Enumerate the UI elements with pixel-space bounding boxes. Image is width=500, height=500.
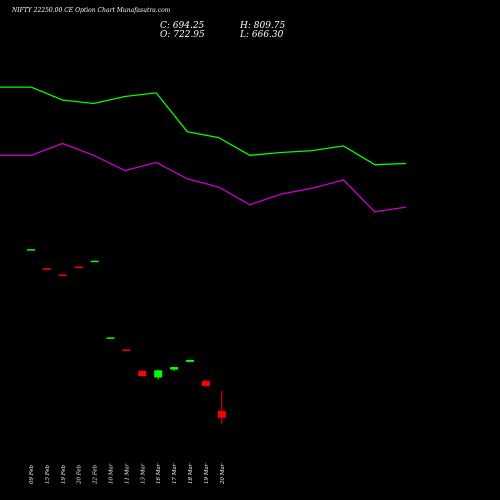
candle-17-mar bbox=[170, 366, 179, 372]
x-tick-label: 22 Feb bbox=[93, 464, 99, 485]
x-tick-label: 19 Feb bbox=[61, 464, 67, 484]
candle-19-feb bbox=[58, 274, 67, 277]
close-value: C: 694.25 bbox=[160, 21, 205, 31]
x-tick-label: 19 Mar bbox=[204, 463, 210, 484]
candles-layer bbox=[27, 249, 226, 425]
x-tick-label: 13 Mar bbox=[140, 463, 146, 484]
candle-body bbox=[186, 360, 194, 362]
x-tick-label: 16 Mar bbox=[156, 463, 162, 484]
candle-19-mar bbox=[201, 379, 210, 388]
candle-10-mar bbox=[106, 337, 115, 339]
open-value: O: 722.95 bbox=[160, 30, 205, 40]
candle-body bbox=[27, 249, 35, 251]
candle-09-feb bbox=[27, 249, 35, 251]
x-tick-label: 17 Mar bbox=[172, 463, 178, 484]
x-tick-label: 11 Mar bbox=[124, 463, 130, 484]
candle-body bbox=[138, 370, 147, 376]
candle-body bbox=[154, 370, 163, 378]
x-tick-label: 13 Feb bbox=[45, 464, 51, 484]
bands-layer bbox=[0, 86, 407, 213]
x-tick-label: 09 Feb bbox=[29, 464, 35, 484]
candle-body bbox=[90, 260, 99, 263]
lower-band-line bbox=[0, 142, 407, 213]
candle-body bbox=[58, 274, 67, 277]
x-tick-label: 20 Feb bbox=[77, 464, 83, 485]
candle-20-feb bbox=[74, 266, 83, 269]
x-axis-labels: 09 Feb 13 Feb 19 Feb 20 Feb 22 Feb 10 Mar 11 M… bbox=[29, 463, 226, 485]
x-tick-label: 20 Mar bbox=[220, 463, 226, 485]
candle-22-feb bbox=[90, 260, 99, 263]
candle-16-mar bbox=[154, 369, 163, 380]
candle-body bbox=[170, 367, 179, 370]
candle-13-feb bbox=[42, 268, 51, 270]
x-tick-label: 10 Mar bbox=[109, 463, 115, 484]
candle-20-mar bbox=[217, 390, 226, 425]
candle-body bbox=[42, 268, 51, 270]
upper-band-line bbox=[0, 86, 407, 166]
high-value: H: 809.75 bbox=[240, 21, 286, 31]
candle-body bbox=[201, 380, 210, 386]
candle-body bbox=[122, 349, 131, 351]
candle-13-mar bbox=[138, 370, 147, 377]
candle-11-mar bbox=[122, 349, 131, 351]
low-value: L: 666.30 bbox=[240, 30, 284, 40]
candle-body bbox=[74, 266, 83, 269]
candle-body bbox=[217, 411, 226, 418]
x-tick-label: 18 Mar bbox=[188, 463, 194, 484]
chart-title: NIFTY 22250.00 CE Option Chart Munafasut… bbox=[12, 7, 171, 14]
candle-body bbox=[106, 337, 115, 339]
candle-18-mar bbox=[186, 359, 194, 363]
